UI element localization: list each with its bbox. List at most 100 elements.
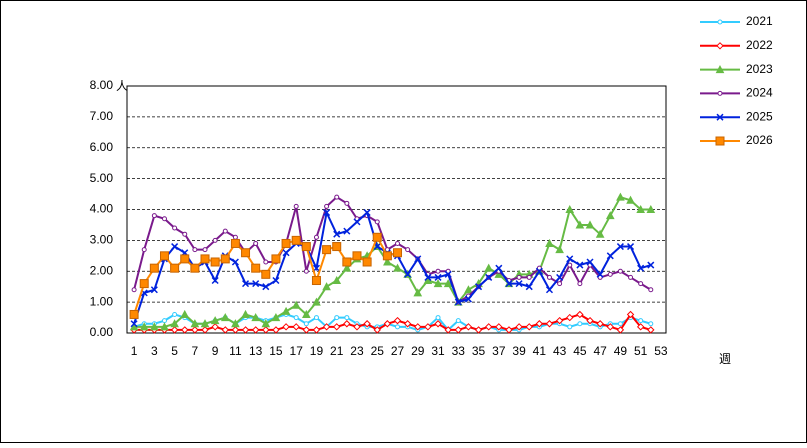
marker xyxy=(636,204,646,213)
marker xyxy=(210,257,220,267)
marker xyxy=(383,320,392,328)
marker xyxy=(628,274,634,280)
marker xyxy=(443,279,453,288)
marker xyxy=(253,240,259,246)
marker xyxy=(424,273,432,281)
marker xyxy=(313,234,319,240)
marker xyxy=(293,203,299,209)
marker xyxy=(291,235,301,245)
x-tick-label: 33 xyxy=(452,344,466,358)
x-tick-label: 7 xyxy=(192,344,199,358)
x-tick-label: 23 xyxy=(350,344,364,358)
marker xyxy=(220,313,230,322)
marker xyxy=(191,326,199,334)
marker xyxy=(333,323,341,331)
marker xyxy=(607,271,613,277)
marker xyxy=(212,237,218,243)
marker xyxy=(221,326,229,334)
marker xyxy=(313,315,319,321)
legend-marker xyxy=(715,136,725,146)
marker xyxy=(342,263,352,272)
marker xyxy=(323,209,331,217)
marker xyxy=(311,276,321,286)
marker xyxy=(192,247,198,253)
x-tick-label: 47 xyxy=(593,344,607,358)
marker xyxy=(230,238,240,248)
marker xyxy=(535,320,544,328)
marker xyxy=(232,234,238,240)
marker xyxy=(545,238,554,247)
marker xyxy=(445,268,451,274)
marker xyxy=(475,283,483,291)
marker xyxy=(555,245,564,254)
marker xyxy=(172,225,178,231)
legend-label: 2025 xyxy=(746,109,773,123)
marker xyxy=(526,274,532,280)
marker xyxy=(150,286,158,294)
marker xyxy=(262,283,270,291)
marker xyxy=(413,288,423,297)
marker xyxy=(181,326,189,334)
series-line xyxy=(133,195,652,304)
marker xyxy=(129,322,139,331)
marker xyxy=(301,309,311,318)
marker xyxy=(576,261,584,269)
marker xyxy=(292,323,300,331)
x-tick-label: 9 xyxy=(212,344,219,358)
marker xyxy=(150,322,159,331)
marker xyxy=(352,251,362,261)
marker xyxy=(566,255,574,263)
x-tick-label: 25 xyxy=(371,344,385,358)
marker xyxy=(647,326,655,334)
marker xyxy=(575,220,585,229)
marker xyxy=(312,326,321,334)
marker xyxy=(505,280,513,288)
marker xyxy=(261,319,271,328)
x-tick-label: 19 xyxy=(310,344,324,358)
marker xyxy=(161,216,167,222)
x-tick-label: 43 xyxy=(553,344,567,358)
marker xyxy=(596,320,604,328)
marker xyxy=(282,249,290,257)
marker xyxy=(211,276,219,285)
marker xyxy=(241,248,251,258)
y-tick-label: 0.00 xyxy=(90,325,114,339)
marker xyxy=(455,318,461,324)
marker xyxy=(616,243,624,251)
x-tick-label: 5 xyxy=(171,344,178,358)
marker xyxy=(516,274,522,280)
marker xyxy=(301,242,311,252)
marker xyxy=(159,251,169,261)
marker xyxy=(647,261,655,269)
marker xyxy=(149,263,159,273)
y-tick-label: 5.00 xyxy=(90,171,114,185)
legend-label: 2023 xyxy=(746,62,773,76)
marker xyxy=(211,323,219,331)
marker xyxy=(545,286,554,294)
marker xyxy=(454,326,463,334)
legend-label: 2022 xyxy=(746,38,773,52)
marker xyxy=(322,245,332,255)
marker xyxy=(271,254,281,264)
marker xyxy=(252,280,260,288)
marker xyxy=(495,323,503,331)
marker xyxy=(200,254,210,264)
marker xyxy=(334,315,340,321)
marker xyxy=(454,298,462,306)
marker xyxy=(648,287,654,293)
legend-label: 2024 xyxy=(746,86,773,100)
marker xyxy=(424,323,432,331)
marker xyxy=(535,267,543,275)
marker xyxy=(557,281,563,287)
marker xyxy=(293,315,299,321)
marker xyxy=(627,243,635,251)
marker xyxy=(484,263,494,272)
marker xyxy=(586,316,594,325)
marker xyxy=(343,227,351,235)
marker xyxy=(404,270,412,278)
x-tick-label: 11 xyxy=(229,344,242,358)
marker xyxy=(567,324,573,330)
legend-label: 2021 xyxy=(746,14,773,28)
marker xyxy=(202,247,208,253)
marker xyxy=(322,282,331,291)
